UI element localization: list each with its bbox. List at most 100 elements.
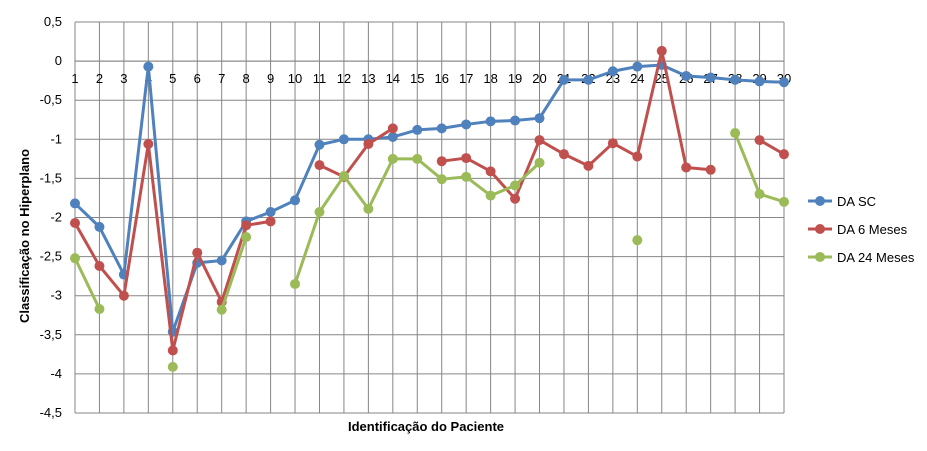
data-point [510,193,521,204]
series-layer [70,45,789,372]
data-point [216,304,227,315]
data-point [94,260,105,271]
data-point [705,164,716,175]
data-point [314,139,325,150]
series-line-segment [464,175,493,198]
series-line-segment [538,78,566,120]
data-point [754,135,765,146]
data-point [338,171,349,182]
x-tick-label: 15 [410,71,424,86]
data-point [656,45,667,56]
y-tick-label: -1,5 [40,170,62,185]
y-tick-label: -3,5 [40,327,62,342]
x-tick-label: 13 [361,71,375,86]
data-point [583,160,594,171]
data-point [754,76,765,87]
data-point [779,196,789,207]
data-point [167,361,178,372]
x-tick-label: 2 [96,71,103,86]
data-point [290,278,301,289]
x-axis-title: Identificação do Paciente [348,419,504,434]
data-point [558,74,569,85]
data-point [314,160,325,171]
data-point [510,115,521,126]
series-line-segment [513,138,542,201]
data-point [461,119,472,130]
data-point [436,156,447,167]
data-point [485,166,496,177]
data-point [730,74,741,85]
series-line-segment [733,131,762,196]
legend-label: DA SC [837,194,876,209]
y-tick-label: -1 [50,131,62,146]
series-line-segment [122,142,150,298]
legend: DA SC DA 6 Meses DA 24 Meses [808,194,915,265]
data-point [241,220,252,231]
x-tick-label: 19 [508,71,522,86]
data-point [118,290,129,301]
data-point [70,198,80,209]
series-line-segment [317,174,346,214]
y-axis-ticks: 0,5 0 -0,5 -1 -1,5 -2 -2,5 -3 -3,5 -4 -4,5 [40,14,62,420]
legend-marker [815,252,825,262]
series-line-segment [146,142,175,352]
y-tick-label: 0,5 [44,14,62,29]
series-line-segment [293,143,321,202]
data-point [363,138,374,149]
series-line-segment [73,256,101,311]
series-line-segment [342,142,370,179]
x-tick-label: 10 [288,71,302,86]
data-point [143,138,154,149]
data-point [485,190,496,201]
x-tick-label: 24 [630,71,644,86]
data-point [558,149,569,160]
y-tick-label: -4 [50,366,62,381]
data-point [461,171,472,182]
data-point [94,221,105,232]
data-point [681,70,692,81]
data-point [192,247,203,258]
data-point [265,207,276,218]
x-tick-label: 8 [243,71,250,86]
series-line-segment [171,251,199,352]
data-point [387,123,398,134]
data-point [730,128,741,139]
series-line-segment [73,221,101,268]
series-line-segment [97,225,126,277]
x-tick-label: 20 [532,71,546,86]
series-line-segment [586,141,615,168]
data-point [779,149,789,160]
data-point [607,138,618,149]
data-point [461,153,472,164]
data-point [754,189,765,200]
data-point [338,134,349,145]
series-line-segment [635,49,664,159]
x-tick-label: 3 [120,71,127,86]
series-2 [70,45,789,356]
series-line-segment [513,161,542,187]
data-point [485,116,496,127]
data-point [412,153,423,164]
x-tick-label: 18 [483,71,497,86]
x-tick-label: 12 [337,71,351,86]
x-tick-label: 7 [218,71,225,86]
data-point [534,135,545,146]
series-line-segment [195,251,224,304]
x-tick-label: 11 [313,71,327,86]
data-point [534,157,545,168]
series-line-segment [489,169,517,201]
x-tick-label: 9 [267,71,274,86]
x-tick-label: 14 [386,71,400,86]
grid-lines [74,21,785,414]
series-line-segment [146,65,175,334]
y-tick-label: -3 [50,288,62,303]
x-tick-label: 6 [194,71,201,86]
series-3 [70,128,789,372]
x-tick-label: 17 [459,71,473,86]
data-point [216,255,227,266]
data-point [70,253,80,264]
series-line-segment [366,157,395,211]
data-point [70,217,80,228]
data-point [510,180,521,191]
